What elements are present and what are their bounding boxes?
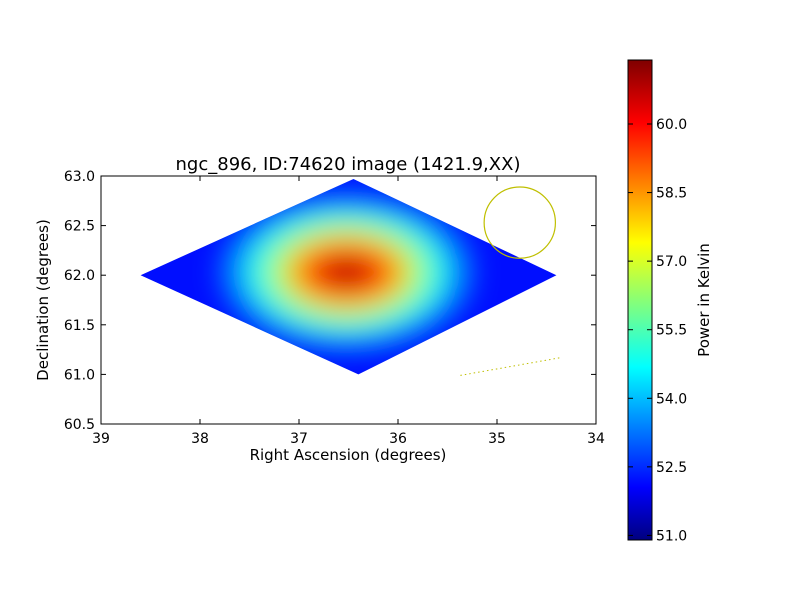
y-tick-label: 62.5 <box>64 219 95 235</box>
y-tick-label: 63.0 <box>64 169 95 185</box>
y-tick-label: 61.5 <box>64 318 95 334</box>
dotted-line <box>460 357 562 376</box>
y-axis: 60.5 61.0 61.5 62.0 62.5 63.0 <box>64 169 596 433</box>
y-tick-label: 62.0 <box>64 268 95 284</box>
plot-frame <box>100 175 597 425</box>
colorbar-label: Power in Kelvin <box>695 243 713 357</box>
colorbar-tick-label: 60.0 <box>656 117 687 133</box>
colorbar-tick-label: 57.0 <box>656 254 687 270</box>
x-tick-label: 36 <box>389 431 407 447</box>
heatmap-intensity <box>221 194 472 351</box>
heatmap <box>140 178 557 375</box>
colorbar-ticks: 51.0 52.5 54.0 55.5 57.0 58.5 60.0 <box>628 117 687 544</box>
colorbar <box>627 59 653 541</box>
colorbar-tick-label: 54.0 <box>656 391 687 407</box>
x-tick-label: 39 <box>92 431 110 447</box>
x-tick-label: 35 <box>488 431 506 447</box>
y-tick-label: 61.0 <box>64 367 95 383</box>
x-tick-label: 37 <box>290 431 308 447</box>
y-tick-label: 60.5 <box>64 417 95 433</box>
x-axis-label: Right Ascension (degrees) <box>250 446 447 464</box>
colorbar-tick-label: 58.5 <box>656 186 687 202</box>
heat-level-5 <box>322 259 371 286</box>
plot-area <box>140 178 562 376</box>
beam-circle <box>483 186 557 259</box>
chart-title: ngc_896, ID:74620 image (1421.9,XX) <box>176 154 521 175</box>
x-axis: 39 38 37 36 35 34 <box>92 176 605 447</box>
x-tick-label: 34 <box>587 431 605 447</box>
colorbar-tick-label: 52.5 <box>656 460 687 476</box>
x-tick-label: 38 <box>191 431 209 447</box>
colorbar-tick-label: 51.0 <box>656 528 687 544</box>
y-axis-label: Declination (degrees) <box>34 219 52 381</box>
colorbar-tick-label: 55.5 <box>656 323 687 339</box>
